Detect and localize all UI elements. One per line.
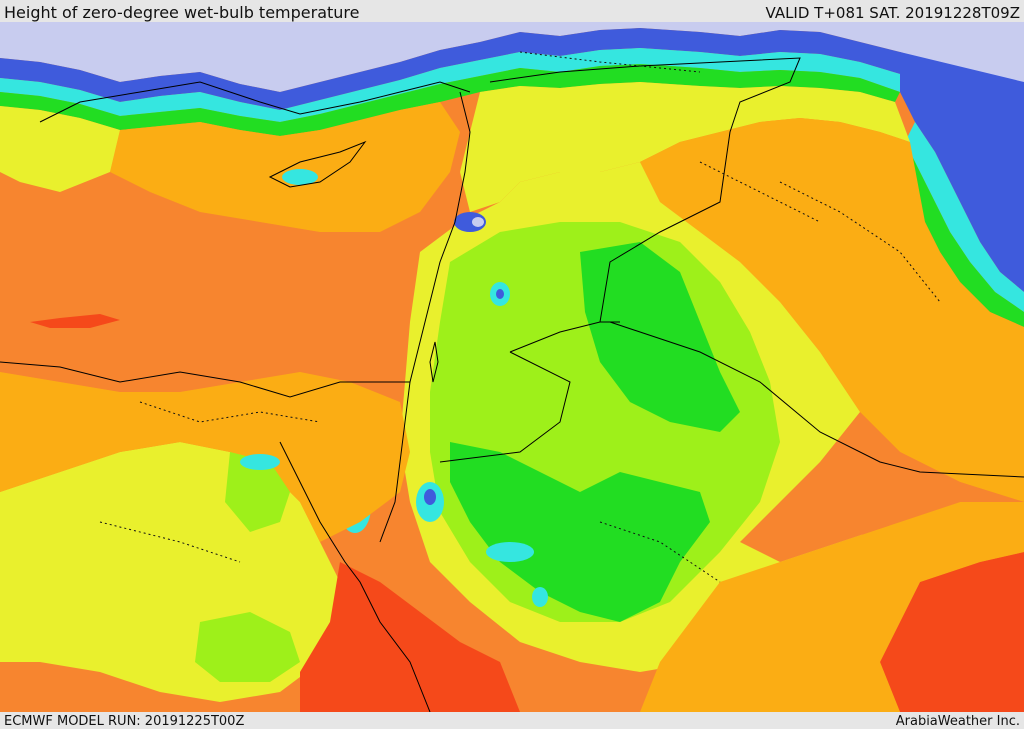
internal-borders: [99, 51, 941, 583]
map-title: Height of zero-degree wet-bulb temperatu…: [4, 3, 360, 22]
cyprus-outline: [268, 140, 367, 188]
credit-label: ArabiaWeather Inc.: [895, 714, 1020, 729]
turkey-south-coast: [39, 81, 471, 123]
egypt-green-patch: [195, 612, 300, 682]
map-header: [0, 0, 1024, 22]
forecast-map: [0, 22, 1024, 712]
syria-yellow-band: [460, 82, 910, 212]
syria-iraq-border: [489, 57, 801, 323]
zagros-cold-band: [900, 52, 1024, 292]
saudi-province-line: [599, 521, 721, 583]
jordan-border: [509, 321, 620, 353]
dead-sea: [429, 341, 439, 383]
egypt-orange-zone: [0, 372, 410, 542]
egypt-cyan-spot: [240, 454, 280, 470]
saudi-jordan-border: [439, 351, 571, 463]
arabia-orange-zone: [640, 502, 1024, 712]
hejaz-cyan-spot-3: [532, 587, 548, 607]
saudi-green-core-north: [580, 242, 740, 432]
egypt-north-coast: [0, 361, 410, 398]
greece-yellow-zone: [0, 106, 120, 192]
country-borders: [0, 57, 1024, 712]
zagros-cyan-band: [905, 122, 1024, 312]
valid-time-label: VALID T+081 SAT. 20191228T09Z: [765, 4, 1020, 22]
anatolia-green-band: [0, 64, 900, 136]
saudi-iraq-border: [609, 321, 1024, 478]
zagros-green-band: [895, 142, 1024, 327]
arabia-dark-orange-zone: [740, 412, 1024, 562]
turkey-province-line: [519, 51, 701, 73]
sinai-red-sea-coast: [279, 441, 431, 712]
map-footer: [0, 712, 1024, 729]
sudan-red-zone: [300, 562, 520, 712]
cold-zone-blue: [0, 28, 1024, 152]
egypt-governorate-lines: [139, 401, 321, 423]
cyprus-orange-zone: [110, 102, 460, 232]
mediterranean-red-stripe: [30, 314, 120, 328]
jordan-blue-spot: [496, 289, 504, 299]
iraq-orange-zone: [640, 118, 1024, 502]
lebanon-lavender-spot: [472, 217, 484, 227]
hejaz-blue-spot-1: [424, 489, 436, 505]
cold-zone-lavender: [0, 22, 1024, 132]
saudi-green-core-south: [450, 442, 710, 622]
arabia-red-zone: [880, 552, 1024, 712]
nile-green-patch: [225, 452, 290, 532]
levant-coastline: [379, 91, 471, 543]
hejaz-cyan-spot-2: [486, 542, 534, 562]
iraq-province-line: [699, 161, 821, 223]
cyprus-cyan-spot: [282, 169, 318, 185]
model-run-label: ECMWF MODEL RUN: 20191225T00Z: [4, 714, 245, 729]
iran-province-line: [779, 181, 941, 303]
